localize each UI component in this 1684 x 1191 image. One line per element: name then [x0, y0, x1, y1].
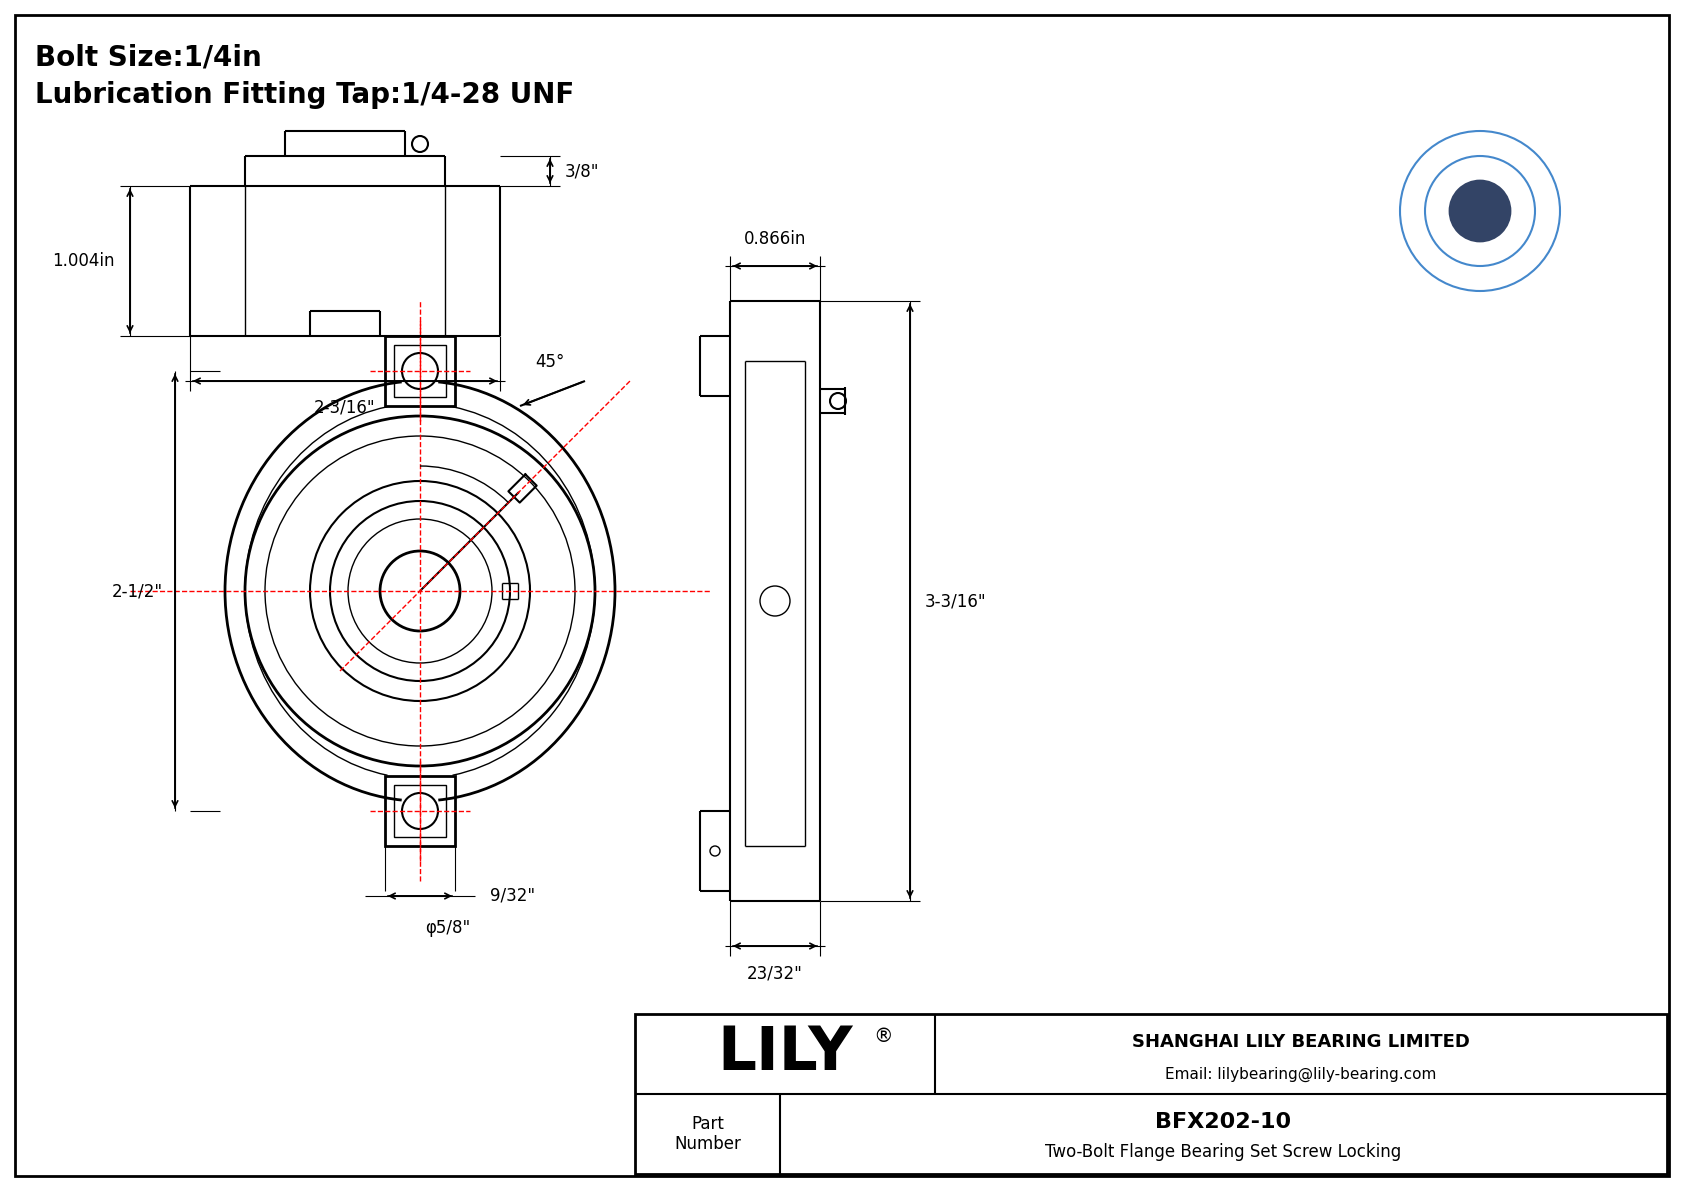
Text: Lubrication Fitting Tap:1/4-28 UNF: Lubrication Fitting Tap:1/4-28 UNF: [35, 81, 574, 110]
Bar: [635, 1014, 1667, 1174]
Text: 1.004in: 1.004in: [52, 252, 115, 270]
Text: SHANGHAI LILY BEARING LIMITED: SHANGHAI LILY BEARING LIMITED: [1132, 1033, 1470, 1050]
Text: LILY: LILY: [717, 1024, 852, 1084]
Text: Bolt Size:1/4in: Bolt Size:1/4in: [35, 43, 261, 71]
Text: BFX202-10: BFX202-10: [1155, 1112, 1292, 1131]
Text: 2-1/2": 2-1/2": [111, 582, 163, 600]
Text: 23/32": 23/32": [748, 964, 803, 983]
Text: Email: lilybearing@lily-bearing.com: Email: lilybearing@lily-bearing.com: [1165, 1066, 1436, 1081]
Text: 3/8": 3/8": [566, 162, 600, 180]
Text: 9/32": 9/32": [490, 887, 536, 905]
Bar: [394, 345, 446, 397]
Bar: [386, 336, 455, 406]
Text: ®: ®: [874, 1027, 893, 1046]
Circle shape: [1450, 181, 1511, 241]
Text: Part
Number: Part Number: [674, 1115, 741, 1153]
Bar: [394, 785, 446, 837]
Text: 45°: 45°: [536, 353, 564, 372]
Text: Two-Bolt Flange Bearing Set Screw Locking: Two-Bolt Flange Bearing Set Screw Lockin…: [1046, 1142, 1401, 1160]
Text: 0.866in: 0.866in: [744, 230, 807, 248]
Text: 3-3/16": 3-3/16": [925, 592, 987, 610]
Text: φ5/8": φ5/8": [424, 919, 470, 937]
Bar: [386, 777, 455, 846]
Text: 2-3/16": 2-3/16": [315, 399, 376, 417]
